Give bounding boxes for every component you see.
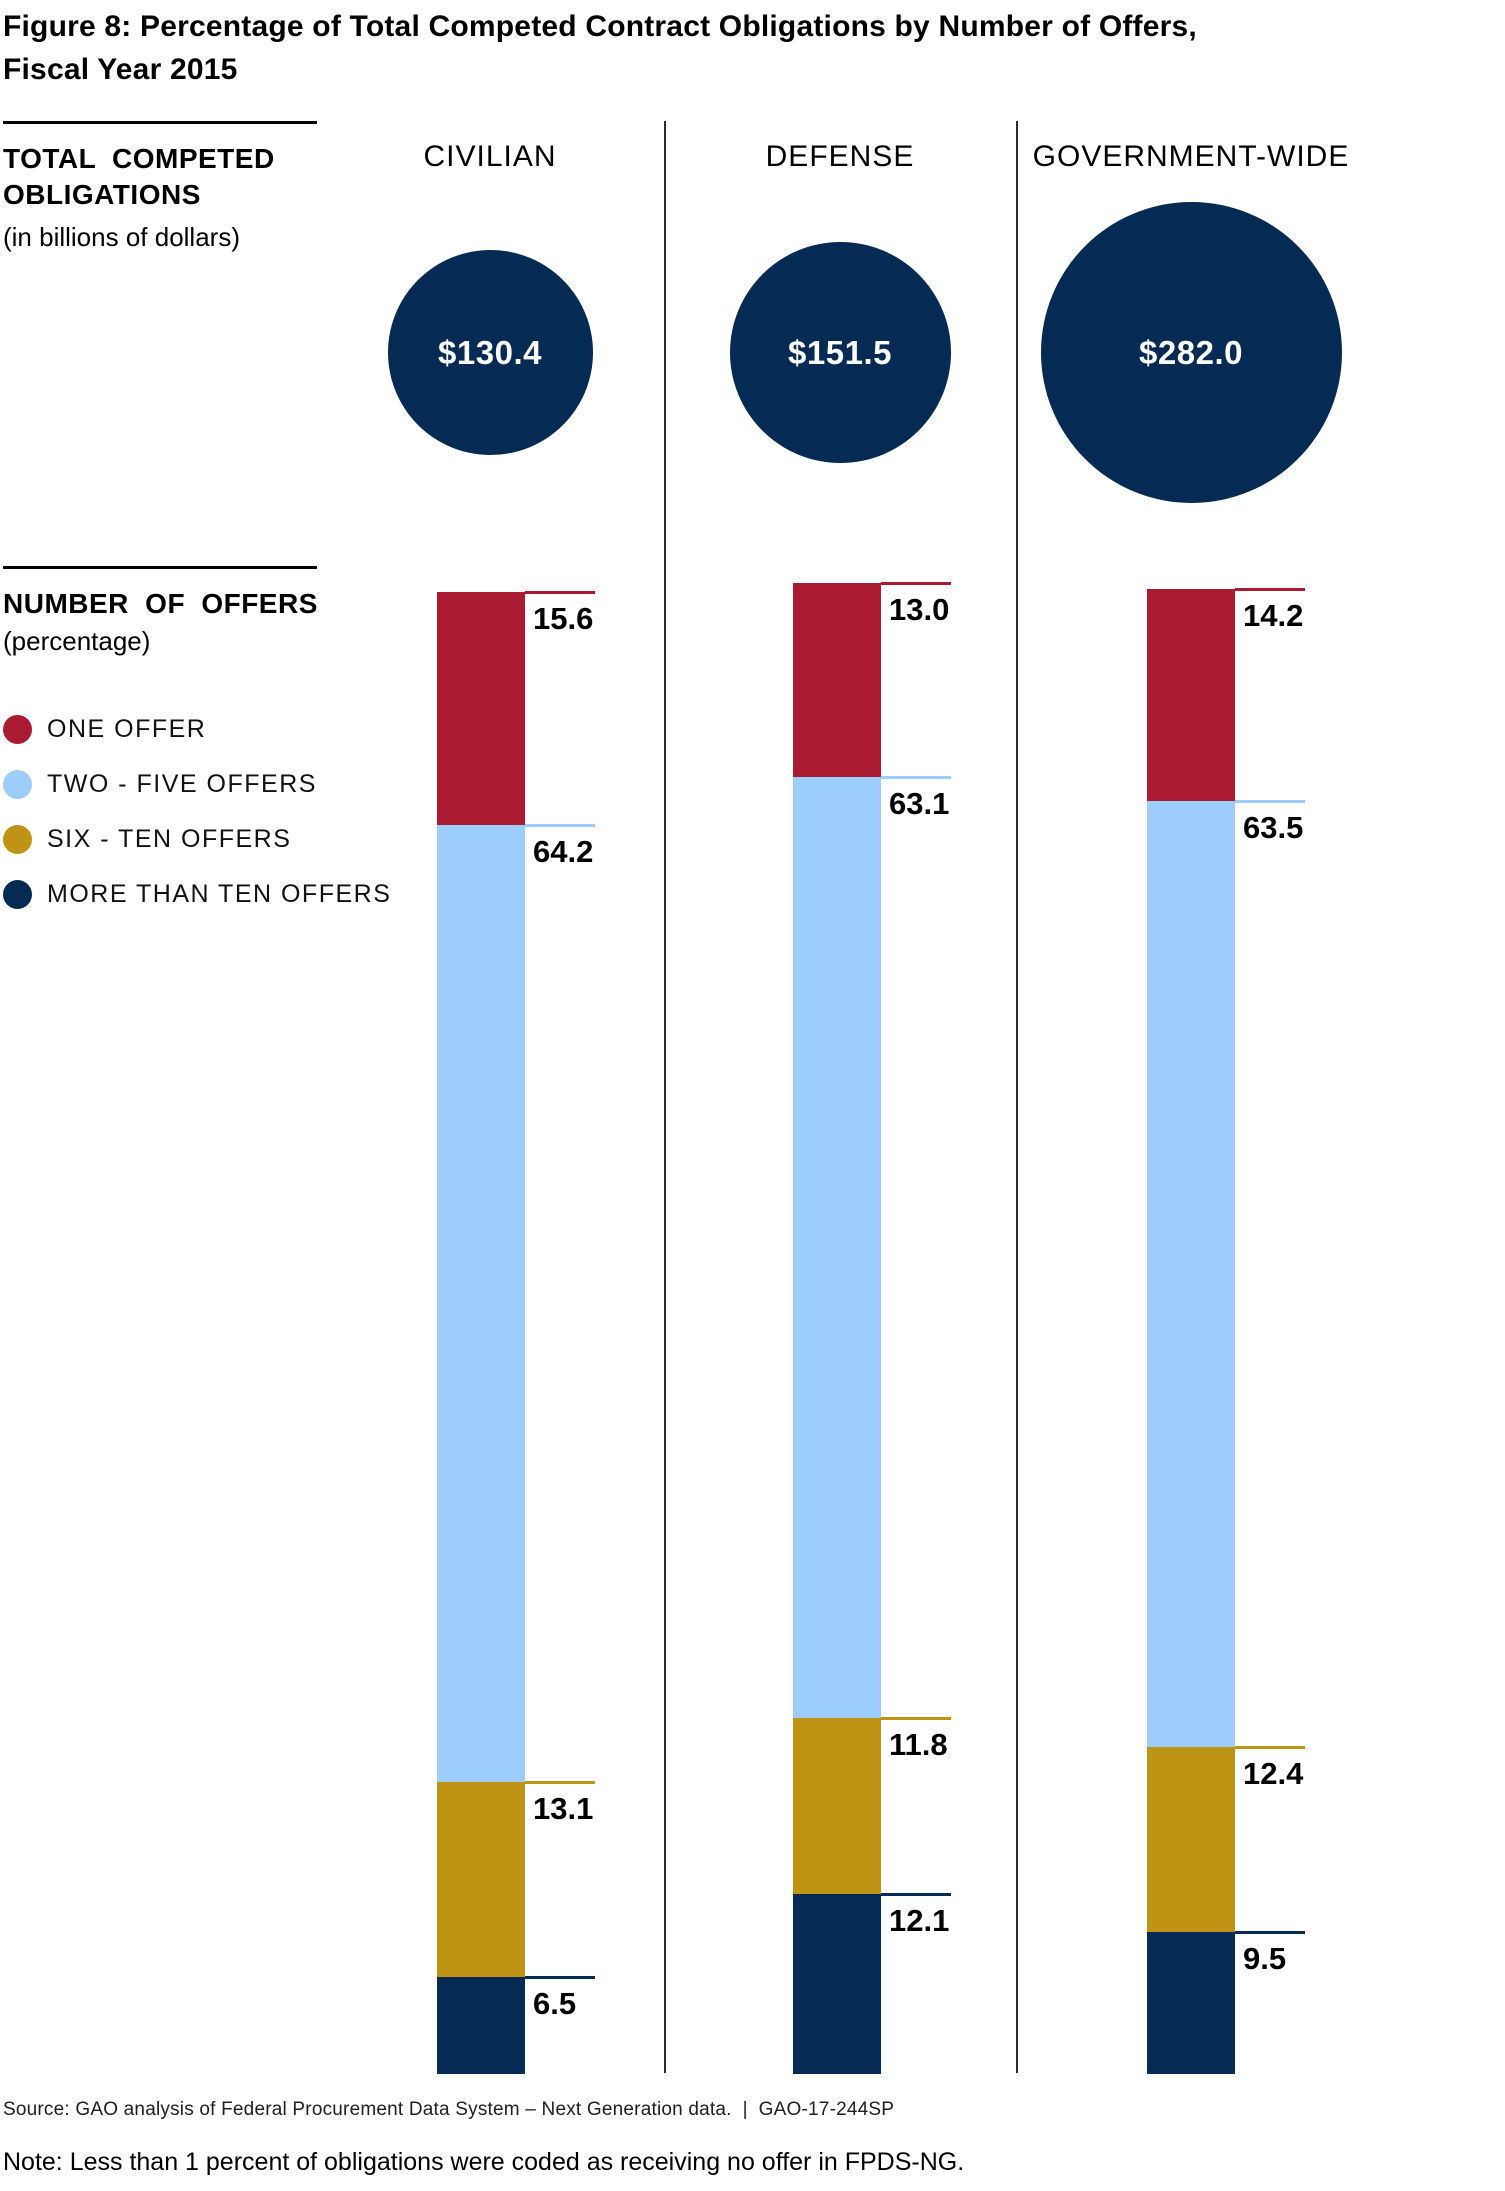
legend-label-2: TWO - FIVE OFFERS [47, 770, 317, 798]
offers-subheading: (percentage) [3, 626, 151, 656]
bar-segment-civilian-3 [437, 1781, 525, 1978]
bar-segment-defense-3 [793, 1717, 881, 1894]
bar-segment-defense-2 [793, 776, 881, 1718]
segment-tick-defense-1 [881, 582, 951, 585]
segment-tick-defense-3 [881, 1716, 951, 1720]
offers-section-rule [3, 566, 317, 569]
segment-value-defense-2: 63.1 [889, 785, 950, 821]
segment-tick-civilian-2 [525, 823, 595, 827]
bar-segment-civilian-2 [437, 824, 525, 1782]
segment-tick-defense-4 [881, 1892, 951, 1896]
segment-value-civilian-2: 64.2 [533, 833, 594, 869]
segment-tick-government-wide-4 [1235, 1931, 1305, 1935]
segment-value-government-wide-2: 63.5 [1243, 809, 1304, 845]
figure-title: Figure 8: Percentage of Total Competed C… [3, 10, 1197, 86]
obligations-heading-line1: TOTAL COMPETED [3, 143, 275, 174]
segment-value-government-wide-1: 14.2 [1243, 597, 1304, 633]
legend-dot-4 [3, 880, 32, 909]
obligation-circle-defense: $151.5 [729, 241, 951, 463]
segment-value-defense-3: 11.8 [889, 1726, 948, 1762]
segment-value-civilian-1: 15.6 [533, 600, 594, 636]
legend-label-3: SIX - TEN OFFERS [47, 825, 292, 853]
obligation-circle-government-wide: $282.0 [1040, 201, 1342, 503]
bar-segment-government-wide-1 [1147, 588, 1235, 801]
obligation-circle-civilian: $130.4 [387, 249, 593, 455]
legend-dot-1 [3, 715, 32, 744]
segment-tick-government-wide-3 [1235, 1746, 1305, 1750]
column-header-defense: DEFENSE [765, 140, 915, 173]
obligations-subheading: (in billions of dollars) [3, 222, 240, 252]
segment-tick-government-wide-1 [1235, 587, 1305, 591]
bar-segment-civilian-1 [437, 591, 525, 825]
note-line: Note: Less than 1 percent of obligations… [3, 2148, 965, 2176]
segment-tick-defense-2 [881, 775, 951, 779]
column-divider-2 [1016, 121, 1018, 2073]
segment-value-civilian-4: 6.5 [533, 1986, 577, 2022]
column-divider-1 [664, 121, 666, 2073]
segment-value-civilian-3: 13.1 [533, 1790, 594, 1826]
bar-segment-defense-1 [793, 583, 881, 777]
obligations-section-rule [3, 121, 317, 124]
bar-segment-defense-4 [793, 1893, 881, 2074]
segment-value-government-wide-3: 12.4 [1243, 1756, 1304, 1792]
legend-label-1: ONE OFFER [47, 715, 207, 743]
bar-segment-government-wide-3 [1147, 1747, 1235, 1933]
legend-label-4: MORE THAN TEN OFFERS [47, 880, 392, 908]
offers-heading: NUMBER OF OFFERS [3, 588, 318, 619]
segment-tick-civilian-1 [525, 590, 595, 594]
legend-dot-2 [3, 770, 32, 799]
legend-dot-3 [3, 825, 32, 854]
column-header-government-wide: GOVERNMENT-WIDE [1032, 140, 1350, 173]
segment-tick-civilian-4 [525, 1976, 595, 1980]
bar-segment-government-wide-2 [1147, 800, 1235, 1748]
segment-tick-government-wide-2 [1235, 799, 1305, 803]
column-header-civilian: CIVILIAN [423, 140, 557, 173]
source-line: Source: GAO analysis of Federal Procurem… [3, 2099, 895, 2120]
segment-value-defense-4: 12.1 [889, 1902, 950, 1938]
segment-value-government-wide-4: 9.5 [1243, 1941, 1287, 1977]
bar-segment-civilian-4 [437, 1977, 525, 2074]
segment-value-defense-1: 13.0 [889, 592, 950, 627]
bar-segment-government-wide-4 [1147, 1932, 1235, 2074]
obligations-heading-line2: OBLIGATIONS [3, 179, 201, 210]
segment-tick-civilian-3 [525, 1780, 595, 1784]
